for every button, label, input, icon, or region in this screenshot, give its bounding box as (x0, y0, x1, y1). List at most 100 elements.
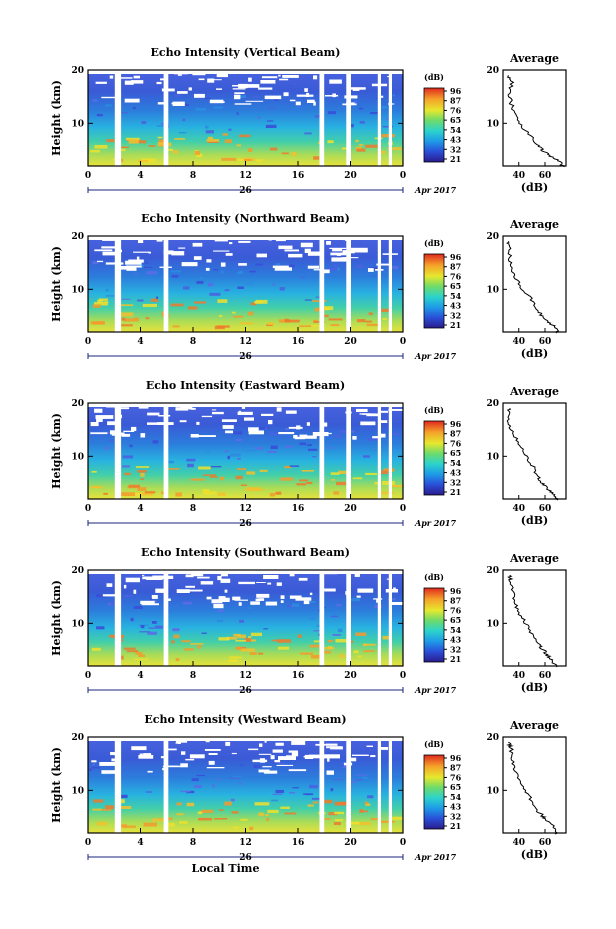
heatmap-gap-cell (211, 411, 224, 415)
heatmap-cell-warm (219, 315, 223, 318)
heatmap-cell-blue (311, 783, 321, 785)
heatmap-cell-blue (130, 617, 134, 622)
colorbar-tick-label: 54 (450, 625, 462, 635)
heatmap-data-gap (346, 737, 351, 833)
heatmap-cell-blue (333, 434, 342, 438)
heatmap-cell-blue (275, 789, 284, 794)
heatmap-cell-blue (308, 616, 316, 620)
date-label: 26 (239, 186, 252, 196)
heatmap-data-gap (319, 403, 325, 499)
heatmap-gap-cell (294, 436, 306, 440)
x-tick-label: 0 (400, 337, 406, 347)
x-tick-label: 4 (137, 838, 143, 848)
heatmap-cell-warm (126, 650, 139, 653)
heatmap-gap-cell (258, 753, 272, 755)
heatmap-cell-warm (313, 156, 320, 160)
x-tick-label: 0 (85, 671, 91, 681)
heatmap-gap-cell (386, 578, 391, 580)
heatmap-cell-blue (304, 299, 312, 301)
heatmap-cell-blue (299, 442, 306, 446)
heatmap-cell-blue (285, 428, 289, 430)
average-y-tick-label: 20 (486, 399, 499, 409)
heatmap-cell-blue (194, 785, 203, 788)
heatmap-data-gap (163, 70, 169, 166)
heatmap-cell-blue (249, 434, 252, 436)
heatmap-gap-cell (250, 601, 260, 605)
heatmap-cell-blue (146, 271, 157, 275)
heatmap-cell-warm (381, 308, 391, 312)
heatmap-cell-warm (342, 147, 351, 150)
heatmap-cell-warm (90, 485, 103, 489)
heatmap-gap-cell (125, 262, 137, 265)
heatmap-top-blank (88, 737, 403, 741)
heatmap-cell-warm (327, 140, 334, 144)
heatmap-data-gap (163, 737, 169, 833)
heatmap-gap-cell (309, 592, 313, 596)
heatmap-cell-warm (297, 634, 302, 638)
heatmap-gap-cell (350, 87, 366, 90)
heatmap-field (88, 737, 403, 833)
y-axis-label: Height (km) (50, 413, 63, 489)
heatmap-cell-blue (284, 445, 293, 448)
heatmap-data-gap (114, 570, 122, 666)
heatmap-cell-warm (218, 637, 230, 641)
colorbar-tick-label: 65 (450, 782, 461, 792)
heatmap-cell-blue (355, 779, 363, 781)
heatmap-data-gap (319, 737, 325, 833)
heatmap-cell-warm (352, 477, 363, 480)
heatmap-data-gap (377, 570, 381, 666)
heatmap-cell-blue (140, 625, 145, 629)
heatmap-cell-blue (300, 276, 306, 279)
heatmap-gap-cell (248, 430, 264, 435)
heatmap-gap-cell (256, 593, 270, 598)
colorbar (423, 587, 445, 663)
heatmap-cell-warm (277, 639, 292, 643)
heatmap-gap-cell (232, 88, 246, 90)
heatmap-gap-cell (90, 432, 108, 435)
heatmap-cell-blue (377, 106, 388, 109)
average-profile-line (506, 75, 566, 168)
heatmap-cell-blue (139, 631, 151, 633)
panel-title: Echo Intensity (Westward Beam) (144, 713, 346, 726)
heatmap-gap-cell (237, 411, 253, 415)
heatmap-gap-cell (259, 743, 263, 747)
heatmap-gap-cell (393, 587, 396, 590)
heatmap-cell-blue (191, 778, 199, 782)
heatmap-gap-cell (192, 242, 203, 247)
heatmap-cell-warm (390, 816, 404, 821)
heatmap-cell-blue (356, 774, 368, 776)
heatmap-gap-cell (256, 253, 267, 258)
heatmap-gap-cell (147, 422, 162, 425)
panel-title: Echo Intensity (Northward Beam) (141, 212, 350, 225)
heatmap-cell-warm (194, 151, 200, 155)
heatmap-cell-blue (339, 430, 348, 434)
heatmap-cell-warm (363, 643, 368, 647)
heatmap-gap-cell (94, 249, 113, 252)
heatmap-gap-cell (280, 595, 285, 599)
heatmap-gap-cell (291, 752, 299, 757)
heatmap-cell-warm (214, 818, 228, 820)
heatmap-cell-blue (326, 268, 338, 271)
heatmap-gap-cell (303, 756, 309, 758)
heatmap-cell-warm (100, 808, 112, 811)
heatmap-gap-cell (368, 268, 374, 272)
heatmap-cell-warm (217, 299, 228, 303)
month-label: Apr 2017 (414, 685, 457, 695)
heatmap-gap-cell (210, 79, 222, 81)
colorbar (423, 420, 445, 496)
heatmap-cell-warm (379, 820, 395, 823)
heatmap-cell-warm (339, 654, 345, 658)
colorbar (423, 754, 445, 830)
heatmap-cell-warm (137, 487, 147, 491)
colorbar (423, 87, 445, 163)
heatmap-gap-cell (217, 575, 222, 581)
y-tick-label: 20 (71, 232, 84, 242)
heatmap-cell-warm (299, 479, 309, 482)
x-axis-label: Local Time (192, 862, 260, 875)
heatmap-cell-warm (246, 471, 256, 475)
heatmap-cell-blue (279, 287, 285, 291)
heatmap-gap-cell (208, 753, 218, 755)
heatmap-top-blank (88, 403, 403, 407)
heatmap-cell-warm (266, 817, 270, 822)
heatmap-cell-warm (176, 813, 184, 816)
